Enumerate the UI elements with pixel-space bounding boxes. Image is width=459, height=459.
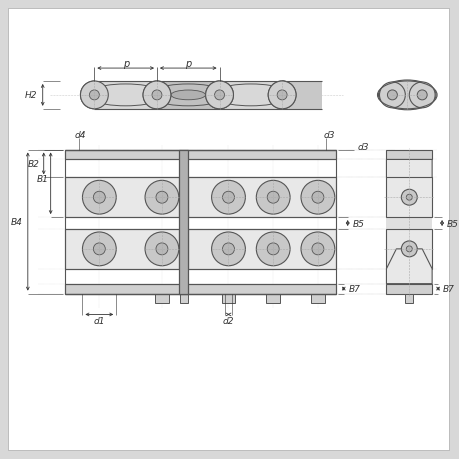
Circle shape xyxy=(277,91,286,101)
Ellipse shape xyxy=(378,81,435,111)
Circle shape xyxy=(211,181,245,215)
Bar xyxy=(386,178,431,218)
Bar xyxy=(157,82,219,110)
Text: d3: d3 xyxy=(357,143,368,152)
Circle shape xyxy=(386,91,397,101)
Circle shape xyxy=(82,232,116,266)
Circle shape xyxy=(93,192,105,204)
Bar xyxy=(64,284,335,294)
Bar xyxy=(219,82,281,110)
Circle shape xyxy=(267,243,279,255)
Ellipse shape xyxy=(143,82,170,110)
Bar xyxy=(188,230,335,269)
Bar xyxy=(386,284,431,294)
Circle shape xyxy=(267,192,279,204)
Text: d2: d2 xyxy=(222,316,234,325)
Ellipse shape xyxy=(268,82,296,110)
Circle shape xyxy=(379,83,404,109)
Text: p: p xyxy=(185,59,191,69)
Bar xyxy=(281,82,321,110)
Circle shape xyxy=(89,91,99,101)
Circle shape xyxy=(256,232,290,266)
Polygon shape xyxy=(386,160,431,198)
Circle shape xyxy=(143,82,170,110)
Bar xyxy=(188,178,335,218)
Text: B1: B1 xyxy=(37,174,49,184)
Bar xyxy=(155,294,168,303)
Circle shape xyxy=(80,82,108,110)
Bar xyxy=(404,294,412,303)
Bar xyxy=(266,294,280,303)
Text: B5: B5 xyxy=(352,219,364,228)
Circle shape xyxy=(93,243,105,255)
Circle shape xyxy=(145,181,179,215)
Bar xyxy=(179,294,187,303)
Circle shape xyxy=(256,181,290,215)
Text: d1: d1 xyxy=(93,316,105,325)
Bar xyxy=(64,230,179,269)
Circle shape xyxy=(211,232,245,266)
Ellipse shape xyxy=(268,82,296,110)
Circle shape xyxy=(400,190,416,206)
Ellipse shape xyxy=(205,82,233,110)
Bar xyxy=(64,178,179,218)
Circle shape xyxy=(416,91,426,101)
Circle shape xyxy=(82,181,116,215)
Circle shape xyxy=(222,243,234,255)
Text: d4: d4 xyxy=(74,131,86,140)
Ellipse shape xyxy=(171,91,205,101)
Text: p: p xyxy=(122,59,129,69)
Text: B2: B2 xyxy=(28,160,39,168)
Circle shape xyxy=(145,232,179,266)
Text: B5: B5 xyxy=(446,219,458,228)
Circle shape xyxy=(205,82,233,110)
Circle shape xyxy=(151,91,162,101)
Circle shape xyxy=(222,192,234,204)
Bar xyxy=(310,294,324,303)
Bar xyxy=(386,218,431,230)
Ellipse shape xyxy=(205,82,233,110)
Bar xyxy=(221,294,235,303)
Bar xyxy=(64,150,335,160)
Text: B7: B7 xyxy=(348,285,360,293)
Ellipse shape xyxy=(80,82,108,110)
Text: d3: d3 xyxy=(323,131,335,140)
Polygon shape xyxy=(386,249,431,284)
Ellipse shape xyxy=(143,82,170,110)
Bar xyxy=(179,150,188,294)
Circle shape xyxy=(300,181,334,215)
Circle shape xyxy=(405,195,411,201)
Circle shape xyxy=(311,192,323,204)
Circle shape xyxy=(311,243,323,255)
Bar xyxy=(94,82,157,110)
Bar xyxy=(386,150,431,160)
Circle shape xyxy=(300,232,334,266)
Circle shape xyxy=(214,91,224,101)
Circle shape xyxy=(156,192,168,204)
Circle shape xyxy=(156,243,168,255)
Text: B4: B4 xyxy=(11,218,23,227)
Circle shape xyxy=(409,83,434,109)
Circle shape xyxy=(405,246,411,252)
Circle shape xyxy=(268,82,296,110)
Circle shape xyxy=(400,241,416,257)
Text: B7: B7 xyxy=(442,285,454,293)
Bar xyxy=(386,230,431,269)
Text: H2: H2 xyxy=(24,91,37,100)
